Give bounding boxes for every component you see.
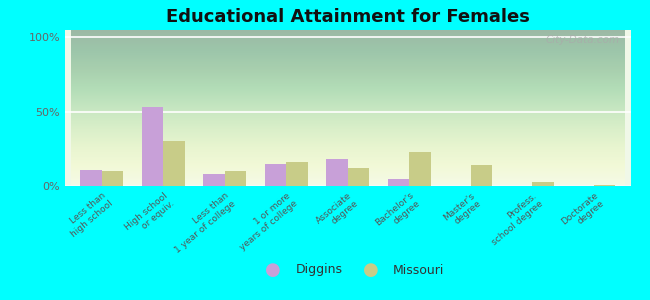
Text: Diggins: Diggins bbox=[296, 263, 343, 277]
Bar bbox=[532, 182, 554, 186]
Bar bbox=[387, 178, 410, 186]
Bar bbox=[225, 171, 246, 186]
Bar bbox=[142, 107, 163, 186]
Bar bbox=[326, 159, 348, 186]
Bar bbox=[471, 165, 492, 186]
Bar bbox=[81, 170, 102, 186]
Title: Educational Attainment for Females: Educational Attainment for Females bbox=[166, 8, 530, 26]
Text: ●: ● bbox=[265, 261, 281, 279]
Bar bbox=[286, 162, 308, 186]
Bar bbox=[410, 152, 431, 186]
Bar bbox=[265, 164, 286, 186]
Bar bbox=[593, 184, 615, 186]
Text: Missouri: Missouri bbox=[393, 263, 445, 277]
Bar bbox=[348, 168, 369, 186]
Bar bbox=[163, 141, 185, 186]
Text: City-Data.com: City-Data.com bbox=[545, 35, 619, 45]
Bar bbox=[203, 174, 225, 186]
Bar bbox=[102, 171, 124, 186]
Text: ●: ● bbox=[363, 261, 378, 279]
